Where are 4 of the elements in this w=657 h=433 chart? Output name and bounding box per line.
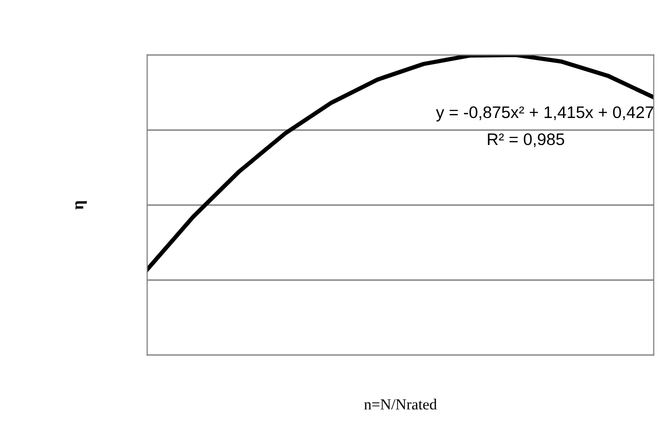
y-axis-title: η [75, 201, 87, 210]
annotation: y = -0,875x² + 1,415x + 0,427 [436, 106, 654, 122]
annotation: R² = 0,985 [488, 133, 564, 148]
x-axis-title: n=N/Nrated [364, 398, 437, 410]
